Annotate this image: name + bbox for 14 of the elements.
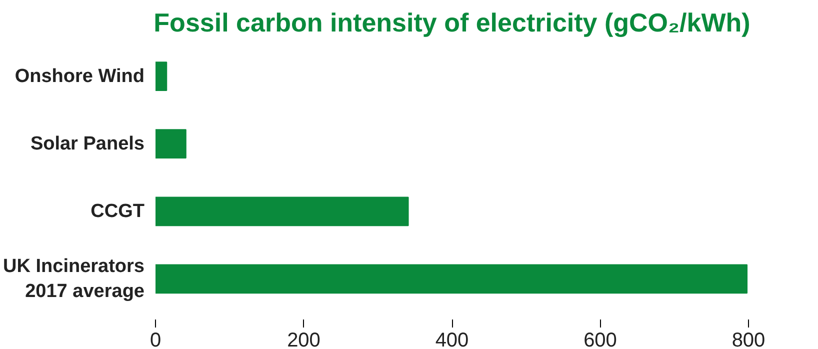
chart-title: Fossil carbon intensity of electricity (gCO₂/kWh) (154, 8, 750, 38)
y-tick-label: Onshore Wind (14, 66, 145, 87)
bar (156, 264, 748, 294)
bar (156, 129, 186, 159)
x-tick-label: 600 (584, 330, 617, 349)
bar (156, 196, 409, 226)
bar (156, 62, 168, 91)
x-tick-label: 200 (287, 330, 320, 349)
x-tick-label: 400 (435, 330, 469, 349)
x-tick-label: 0 (150, 330, 162, 349)
y-tick-label: UK Incinerators 2017 average (3, 256, 145, 302)
y-tick-label: Solar Panels (30, 133, 145, 154)
x-tick-label: 800 (732, 330, 766, 349)
y-tick-label: CCGT (90, 200, 145, 222)
